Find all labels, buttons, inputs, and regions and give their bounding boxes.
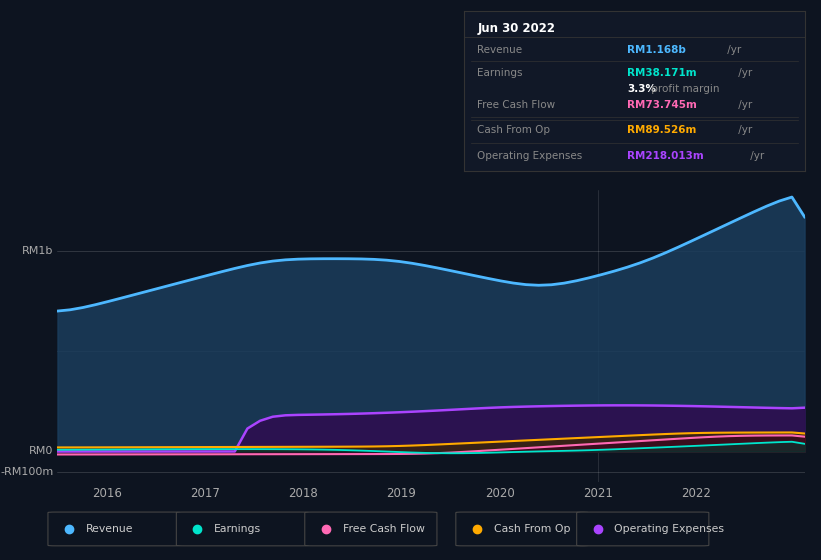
Text: /yr: /yr [736, 125, 753, 135]
Text: Cash From Op: Cash From Op [493, 524, 570, 534]
Text: Jun 30 2022: Jun 30 2022 [478, 22, 556, 35]
Text: Free Cash Flow: Free Cash Flow [342, 524, 424, 534]
FancyBboxPatch shape [305, 512, 437, 546]
Text: RM1.168b: RM1.168b [627, 44, 686, 54]
Text: RM0: RM0 [30, 446, 53, 456]
Text: RM38.171m: RM38.171m [627, 68, 697, 78]
Text: RM89.526m: RM89.526m [627, 125, 697, 135]
Text: 3.3%: 3.3% [627, 85, 657, 95]
Text: -RM100m: -RM100m [1, 466, 53, 477]
FancyBboxPatch shape [576, 512, 709, 546]
FancyBboxPatch shape [177, 512, 309, 546]
Text: /yr: /yr [724, 44, 741, 54]
Text: Free Cash Flow: Free Cash Flow [478, 100, 556, 110]
Text: Cash From Op: Cash From Op [478, 125, 551, 135]
FancyBboxPatch shape [48, 512, 180, 546]
Text: /yr: /yr [736, 100, 753, 110]
FancyBboxPatch shape [456, 512, 588, 546]
Text: Operating Expenses: Operating Expenses [478, 151, 583, 161]
Text: /yr: /yr [746, 151, 764, 161]
Text: profit margin: profit margin [648, 85, 719, 95]
Text: Earnings: Earnings [478, 68, 523, 78]
Text: RM73.745m: RM73.745m [627, 100, 697, 110]
Text: RM1b: RM1b [22, 246, 53, 256]
Text: Earnings: Earnings [214, 524, 261, 534]
Text: Operating Expenses: Operating Expenses [614, 524, 724, 534]
Text: /yr: /yr [736, 68, 753, 78]
Text: RM218.013m: RM218.013m [627, 151, 704, 161]
Text: Revenue: Revenue [85, 524, 133, 534]
Text: Revenue: Revenue [478, 44, 523, 54]
